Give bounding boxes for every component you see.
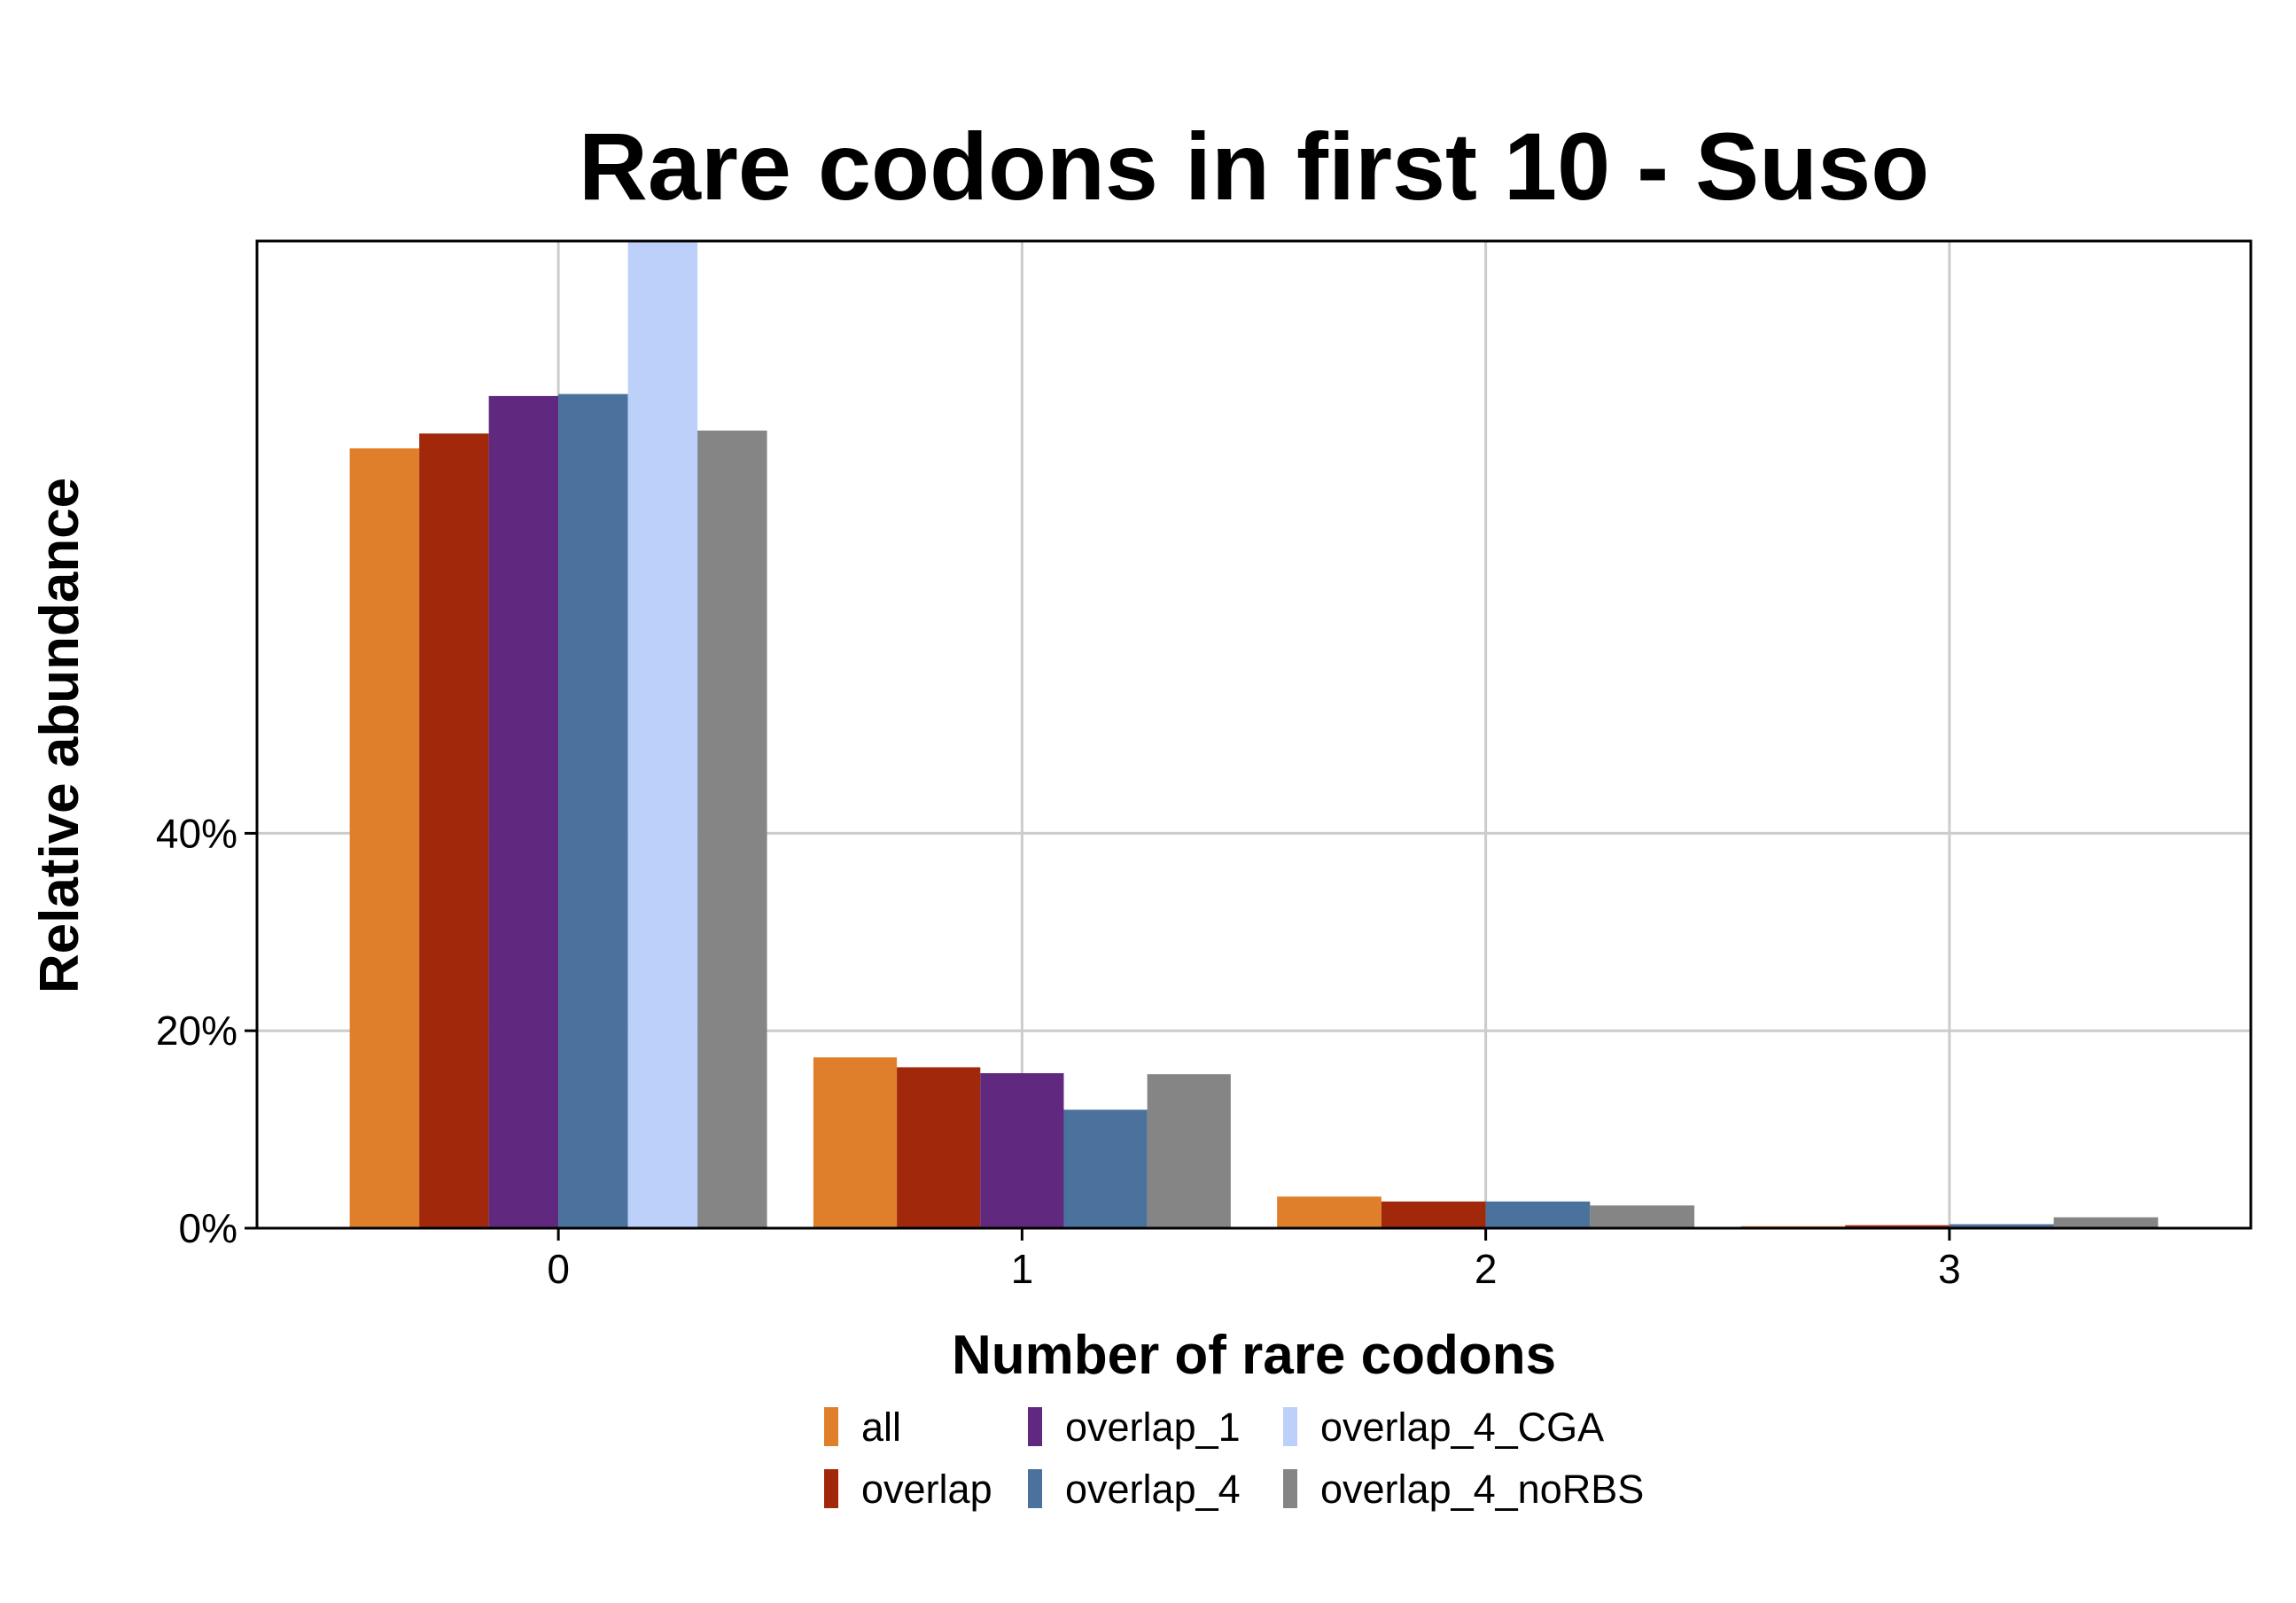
y-tick-label-1: 20% (156, 1008, 237, 1054)
bar-overlap_4_noRBS-2 (1590, 1205, 1695, 1228)
plot-frame (255, 239, 2253, 1230)
legend-label-all: all (861, 1405, 901, 1450)
bar-overlap_4_CGA-0 (627, 241, 698, 1228)
bar-overlap-0 (419, 433, 489, 1229)
legend: all overlap overlap_1 overlap_4 overlap_4_CG… (824, 1405, 1644, 1512)
bar-all-1 (813, 1057, 898, 1228)
bar-overlap_1-0 (488, 395, 559, 1228)
bar-overlap_4-0 (558, 393, 628, 1228)
legend-swatch-overlap (824, 1469, 838, 1508)
legend-label-overlap_1: overlap_1 (1065, 1405, 1241, 1450)
y-axis-ticks: 0% 20% 40% (156, 810, 257, 1251)
legend-swatch-overlap_4_CGA (1283, 1407, 1297, 1446)
y-axis-title: Relative abundance (29, 478, 90, 993)
bar-overlap_4-2 (1485, 1201, 1591, 1228)
legend-label-overlap_4: overlap_4 (1065, 1467, 1241, 1512)
x-axis-ticks: 0 1 2 3 (547, 1228, 1961, 1292)
y-tick-label-2: 40% (156, 810, 237, 856)
legend-swatch-overlap_1 (1028, 1407, 1042, 1446)
bar-overlap_4-3 (1949, 1224, 2054, 1228)
bar-overlap_4_noRBS-3 (2053, 1217, 2159, 1228)
legend-label-overlap_4_CGA: overlap_4_CGA (1320, 1405, 1604, 1450)
bar-overlap-2 (1381, 1201, 1486, 1228)
x-tick-label-0: 0 (547, 1246, 570, 1292)
bar-all-2 (1277, 1196, 1381, 1228)
bar-overlap-1 (897, 1067, 981, 1228)
legend-label-overlap_4_noRBS: overlap_4_noRBS (1320, 1467, 1644, 1512)
bar-overlap_4-1 (1063, 1109, 1148, 1228)
x-tick-label-2: 2 (1475, 1246, 1498, 1292)
bar-overlap_4_noRBS-0 (697, 430, 767, 1228)
x-tick-label-1: 1 (1011, 1246, 1034, 1292)
bar-overlap_4_noRBS-1 (1147, 1074, 1231, 1228)
legend-label-overlap: overlap (861, 1467, 992, 1512)
legend-swatch-overlap_4 (1028, 1469, 1042, 1508)
chart-title: Rare codons in first 10 - Suso (579, 113, 1929, 220)
bar-overlap_1-1 (980, 1073, 1064, 1228)
legend-swatch-all (824, 1407, 838, 1446)
bars (349, 241, 2159, 1229)
bar-overlap-3 (1845, 1225, 1950, 1228)
y-tick-label-0: 0% (179, 1205, 237, 1251)
legend-swatch-overlap_4_noRBS (1283, 1469, 1297, 1508)
bar-all-0 (349, 447, 420, 1228)
x-axis-title: Number of rare codons (952, 1325, 1556, 1386)
x-tick-label-3: 3 (1938, 1246, 1961, 1292)
